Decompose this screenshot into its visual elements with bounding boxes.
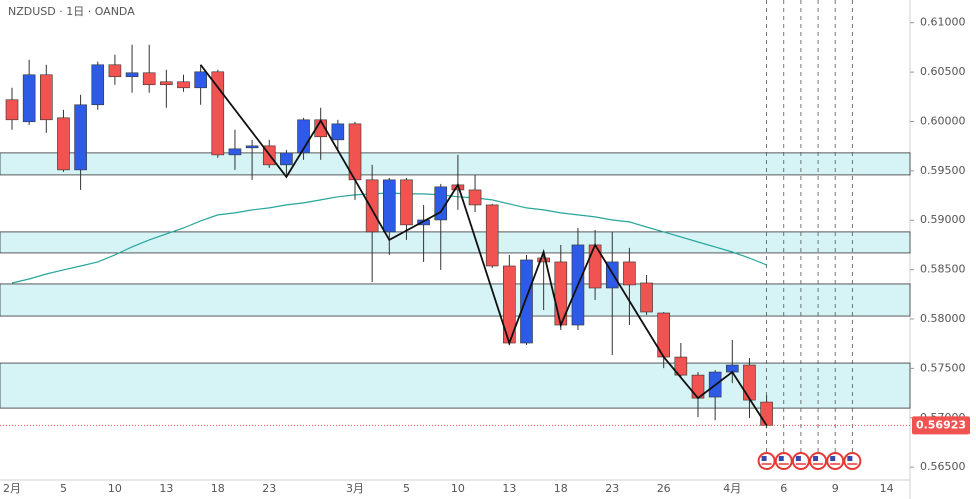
candle-body [382,179,396,233]
x-tick-label: 13 [159,482,173,495]
event-flag-canton [813,456,819,461]
candle-body [365,179,379,233]
candle-body [400,179,413,226]
candle-body [520,259,533,344]
chart-title: NZDUSD · 1日 · OANDA [8,5,135,18]
candle-body [331,123,345,141]
candle-body [485,204,499,267]
x-tick-label: 23 [605,482,619,495]
event-flag-canton [795,456,801,461]
candle-body [177,81,190,89]
zone [0,231,911,254]
x-tick-label: 18 [554,482,568,495]
zone [0,152,911,176]
x-tick-label: 14 [880,482,894,495]
x-tick-label: 13 [502,482,516,495]
zone [0,283,911,317]
y-tick-label: 0.60500 [920,65,966,78]
candle-body [108,64,122,78]
candle-body [245,145,259,149]
y-tick-label: 0.59500 [920,164,966,177]
candle-body [623,261,636,286]
candle-body [91,64,105,106]
y-tick-label: 0.58500 [920,263,966,276]
y-tick-label: 0.56500 [920,460,966,473]
candle-body [468,189,482,206]
y-tick-label: 0.61000 [920,16,966,29]
x-tick-label: 4月 [723,482,741,495]
candle-body [228,148,242,156]
candle-body [125,72,139,78]
x-tick-label: 23 [262,482,276,495]
event-flag-canton [847,456,853,461]
y-tick-label: 0.60000 [920,114,966,127]
x-tick-label: 5 [60,482,67,495]
candle-body [5,99,19,121]
candle-body [74,104,87,171]
x-tick-label: 6 [780,482,787,495]
x-tick-label: 9 [832,482,839,495]
x-tick-label: 10 [108,482,122,495]
candle-body [22,74,36,123]
candle-body [39,74,53,121]
event-flag-canton [830,456,836,461]
y-tick-label: 0.59000 [920,213,966,226]
candle-body [640,282,653,313]
x-tick-label: 3月 [346,482,364,495]
x-tick-label: 10 [451,482,465,495]
candle-body [211,71,225,156]
x-tick-label: 26 [657,482,671,495]
event-flag-canton [761,456,767,461]
candle-body [280,152,293,166]
y-tick-label: 0.58000 [920,312,966,325]
candle-body [743,364,756,401]
candle-body [57,117,70,171]
candle-body [674,356,688,376]
x-tick-label: 2月 [3,482,21,495]
candle-body [760,401,773,426]
event-flag-canton [778,456,784,461]
x-tick-label: 5 [403,482,410,495]
candle-body [160,81,173,86]
candle-body [537,257,550,263]
y-tick-label: 0.57500 [920,361,966,374]
x-tick-label: 18 [211,482,225,495]
zone [0,362,911,409]
last-price-box [912,416,970,435]
last-price-label: 0.56923 [916,418,966,431]
candle-body [194,71,207,89]
candle-body [417,219,430,226]
candle-body [142,72,156,86]
trendline [199,64,768,426]
